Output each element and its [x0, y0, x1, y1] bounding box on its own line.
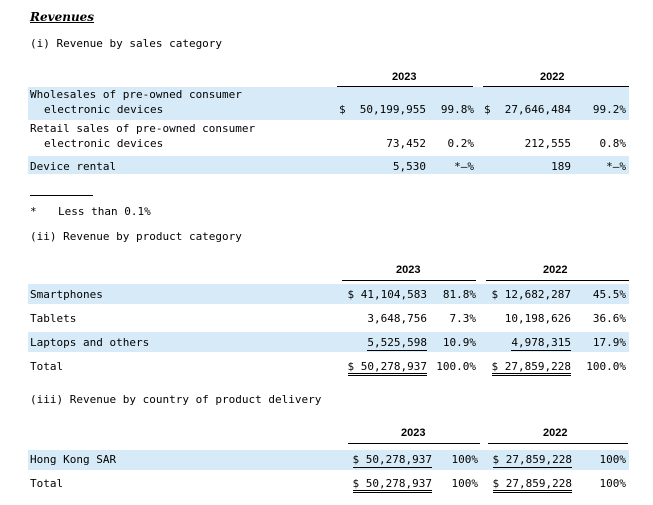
year-header-2023: 2023 [401, 427, 426, 439]
header-rule [488, 443, 628, 444]
percent-2023: 10.9% [442, 336, 476, 349]
percent-2023: 99.8% [440, 103, 474, 116]
header-rule [348, 443, 480, 444]
row-label-total: Total [30, 477, 64, 490]
value-2023: $ 41,104,583 [347, 288, 427, 301]
footnote-rule [30, 195, 93, 196]
percent-2022: 36.6% [592, 312, 626, 325]
section-heading-sales-category: (i) Revenue by sales category [30, 37, 223, 50]
header-rule [337, 86, 473, 87]
footnote-mark: * [30, 205, 37, 218]
value-2022: 4,978,315 [511, 336, 571, 351]
percent-2022: 100% [599, 477, 627, 490]
highlight-row [28, 284, 629, 304]
highlight-row [28, 450, 629, 470]
value-2022: 27,646,484 [504, 103, 571, 116]
total-2023: $ 50,278,937 [352, 477, 432, 493]
year-header-2022: 2022 [543, 264, 568, 276]
row-label-continued: electronic devices [44, 137, 164, 150]
percent-2023: 100.0% [436, 360, 476, 373]
value-2023: 3,648,756 [367, 312, 427, 325]
row-label: Smartphones [30, 288, 103, 301]
value-2023: 73,452 [386, 137, 426, 150]
highlight-row [28, 87, 629, 120]
value-2022: 212,555 [524, 137, 571, 150]
total-2023: $ 50,278,937 [347, 360, 427, 376]
row-label: Laptops and others [30, 336, 150, 349]
percent-2022: 100.0% [586, 360, 626, 373]
value-2023: 5,525,598 [367, 336, 427, 351]
total-2022: $ 27,859,228 [491, 360, 571, 376]
percent-2022: 0.8% [599, 137, 627, 150]
value-2022: 10,198,626 [504, 312, 571, 325]
percent-2023: *—% [454, 160, 474, 173]
header-rule [486, 280, 629, 281]
currency-symbol: $ [339, 103, 346, 116]
highlight-row [28, 332, 629, 352]
percent-2022: 100% [599, 453, 627, 466]
row-label: Retail sales of pre-owned consumer [30, 122, 256, 135]
currency-symbol: $ [484, 103, 491, 116]
footnote-text: Less than 0.1% [58, 205, 151, 218]
section-heading-country: (iii) Revenue by country of product deli… [30, 393, 322, 406]
value-2023: $ 50,278,937 [352, 453, 432, 468]
row-label: Tablets [30, 312, 77, 325]
header-rule [483, 86, 629, 87]
section-heading-product-category: (ii) Revenue by product category [30, 230, 242, 243]
value-2022: $ 27,859,228 [492, 453, 572, 468]
percent-2023: 100% [451, 453, 479, 466]
value-2022: 189 [551, 160, 571, 173]
percent-2023: 7.3% [449, 312, 477, 325]
total-2022: $ 27,859,228 [492, 477, 572, 493]
percent-2023: 81.8% [442, 288, 476, 301]
percent-2022: 45.5% [592, 288, 626, 301]
page-title: Revenues [30, 10, 95, 24]
row-label: Wholesales of pre-owned consumer [30, 88, 242, 101]
row-label: Device rental [30, 160, 117, 173]
row-label-total: Total [30, 360, 64, 373]
percent-2023: 100% [451, 477, 479, 490]
year-header-2022: 2022 [540, 71, 565, 83]
value-2023: 5,530 [392, 160, 426, 173]
value-2023: 50,199,955 [359, 103, 426, 116]
year-header-2022: 2022 [543, 427, 568, 439]
percent-2023: 0.2% [447, 137, 475, 150]
percent-2022: 99.2% [592, 103, 626, 116]
header-rule [342, 280, 476, 281]
percent-2022: *—% [606, 160, 626, 173]
value-2022: $ 12,682,287 [491, 288, 571, 301]
row-label: Hong Kong SAR [30, 453, 117, 466]
year-header-2023: 2023 [392, 71, 417, 83]
row-label-continued: electronic devices [44, 103, 164, 116]
year-header-2023: 2023 [396, 264, 421, 276]
highlight-row [28, 156, 629, 174]
percent-2022: 17.9% [592, 336, 626, 349]
